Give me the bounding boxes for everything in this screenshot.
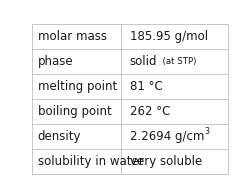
Text: 3: 3	[203, 127, 208, 136]
Text: density: density	[37, 130, 81, 143]
Text: 262 °C: 262 °C	[129, 105, 169, 118]
Text: 81 °C: 81 °C	[129, 80, 162, 93]
Text: melting point: melting point	[37, 80, 116, 93]
Text: boiling point: boiling point	[37, 105, 111, 118]
Text: solubility in water: solubility in water	[37, 155, 143, 168]
Text: (at STP): (at STP)	[156, 57, 196, 66]
Text: 2.2694 g/cm: 2.2694 g/cm	[129, 130, 203, 143]
Text: very soluble: very soluble	[129, 155, 201, 168]
Text: 185.95 g/mol: 185.95 g/mol	[129, 30, 207, 43]
Text: molar mass: molar mass	[37, 30, 106, 43]
Text: phase: phase	[37, 55, 73, 68]
Text: solid: solid	[129, 55, 156, 68]
